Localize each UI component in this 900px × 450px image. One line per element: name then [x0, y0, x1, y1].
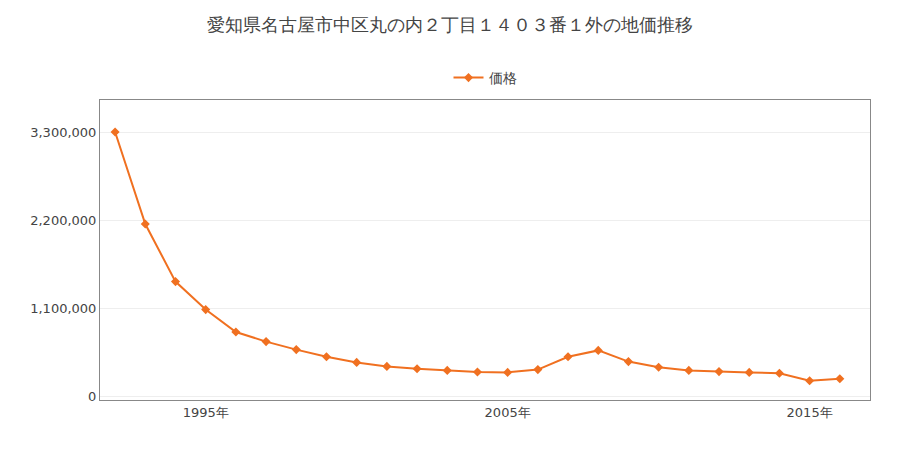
svg-text:2,200,000: 2,200,000 [30, 213, 96, 228]
svg-text:1,100,000: 1,100,000 [30, 301, 96, 316]
svg-text:2005年: 2005年 [485, 405, 531, 420]
svg-text:価格: 価格 [489, 70, 517, 86]
svg-text:3,300,000: 3,300,000 [30, 125, 96, 140]
svg-text:2015年: 2015年 [787, 405, 833, 420]
svg-text:愛知県名古屋市中区丸の内２丁目１４０３番１外の地価推移: 愛知県名古屋市中区丸の内２丁目１４０３番１外の地価推移 [207, 14, 693, 35]
svg-text:0: 0 [88, 389, 96, 404]
svg-text:1995年: 1995年 [183, 405, 229, 420]
